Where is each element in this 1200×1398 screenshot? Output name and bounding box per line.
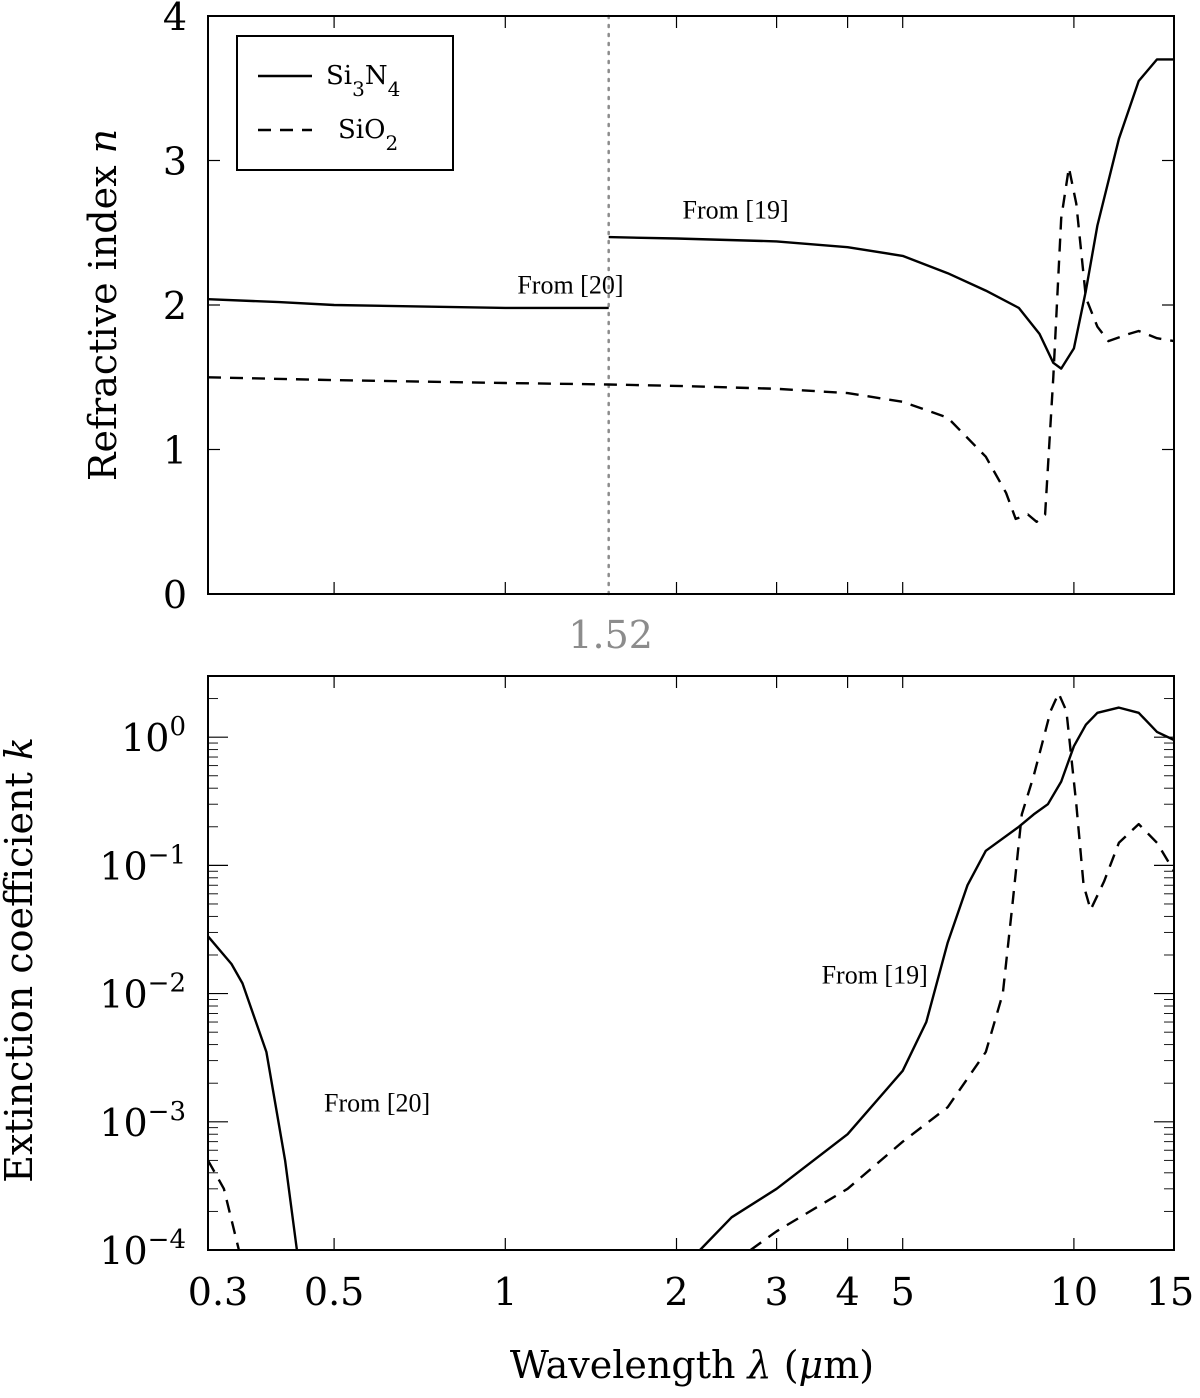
top-series-line-si3n4 xyxy=(207,58,1174,370)
legend-box xyxy=(236,35,454,171)
top-y-tick-labels: 0 1 2 3 4 xyxy=(163,0,187,617)
top-annotations: From [20] From [19] xyxy=(517,195,788,299)
top-series-group xyxy=(207,58,1175,523)
top-y-tick-label: 3 xyxy=(163,140,187,184)
x-tick-labels: 0.3 0.5 1 2 3 4 5 10 15 xyxy=(188,1270,1194,1314)
vertical-marker: 1.52 xyxy=(568,14,653,657)
bottom-y-tick-label: 10−4 xyxy=(99,1225,186,1273)
legend-label: SiO2 xyxy=(338,115,398,155)
top-series-line-sio2 xyxy=(207,166,1175,523)
bottom-annotations: From [20] From [19] xyxy=(324,960,928,1117)
top-plot-frame xyxy=(207,15,1175,595)
bottom-y-axis-label: Extinction coefficient k xyxy=(0,737,41,1183)
bottom-plot-frame xyxy=(207,675,1175,1251)
top-annotation: From [20] xyxy=(517,270,623,299)
top-y-tick-label: 4 xyxy=(163,0,187,39)
bottom-series-group xyxy=(206,692,1176,1251)
bottom-x-tick-label: 0.5 xyxy=(304,1270,364,1314)
bottom-x-tick-label: 2 xyxy=(664,1270,688,1314)
legend-label: Si3N4 xyxy=(326,61,400,101)
bottom-annotation: From [20] xyxy=(324,1089,430,1118)
bottom-x-tick-label: 15 xyxy=(1146,1270,1194,1314)
bottom-panel: From [20] From [19] 100 10−1 10−2 10−3 10−4 0… xyxy=(0,675,1194,1387)
top-y-tick-label: 1 xyxy=(163,429,187,473)
bottom-x-tick-label: 10 xyxy=(1050,1270,1098,1314)
bottom-x-tick-label: 0.3 xyxy=(188,1270,248,1314)
bottom-x-tick-label: 5 xyxy=(891,1270,915,1314)
vertical-marker-label: 1.52 xyxy=(568,613,653,657)
bottom-x-tick-label: 1 xyxy=(493,1270,517,1314)
bottom-y-tick-labels: 100 10−1 10−2 10−3 10−4 xyxy=(99,712,186,1273)
bottom-x-tick-label: 3 xyxy=(764,1270,788,1314)
top-y-tick-label: 0 xyxy=(163,573,187,617)
x-axis-label: Wavelength λ (μm) xyxy=(510,1343,874,1387)
bottom-series-line-si3n4 xyxy=(207,706,1175,1251)
bottom-series-line-sio2 xyxy=(206,692,1176,1251)
top-y-axis-label: Refractive index n xyxy=(81,129,125,481)
bottom-y-tick-label: 10−2 xyxy=(99,969,186,1017)
bottom-y-tick-label: 10−1 xyxy=(99,840,186,888)
bottom-x-tick-label: 4 xyxy=(836,1270,860,1314)
bottom-annotation: From [19] xyxy=(822,960,928,989)
top-y-tick-label: 2 xyxy=(163,284,187,328)
bottom-y-tick-label: 100 xyxy=(121,712,186,760)
legend: Si3N4 SiO2 xyxy=(236,35,454,171)
bottom-grid xyxy=(207,675,1175,1251)
bottom-y-tick-label: 10−3 xyxy=(99,1097,186,1145)
top-annotation: From [19] xyxy=(683,195,789,224)
